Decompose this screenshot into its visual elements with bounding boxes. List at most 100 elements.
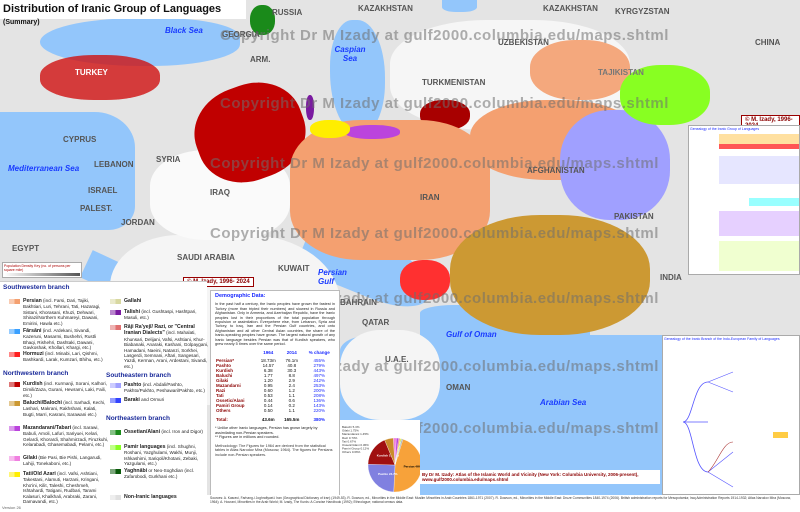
country-label: RUSSIA [272, 8, 303, 17]
legend-item: Ossetian/Alani (incl. Iron and Digor) [110, 429, 210, 435]
map-title: Distribution of Iranic Group of Language… [0, 0, 246, 26]
table-row: Persian* 18.73m 76.1m 455% [215, 358, 335, 363]
table-cell: 165.5m [284, 417, 300, 423]
title-main: Distribution of Iranic Group of Language… [3, 3, 222, 15]
cladogram-panel-bottom: Genealogy of the Iranic Branch of the In… [662, 335, 800, 495]
legend-swatch [110, 469, 121, 474]
legend-text: Ossetian/Alani (incl. Iron and Digor) [124, 429, 203, 435]
legend-swatch [9, 456, 20, 461]
legend-item: Gilaki (Bie Pasi, Bie Pishi, Langarudi, … [9, 455, 109, 467]
legend-text: Pashto (incl. Abdali/Pashto, Pakhto/Pukh… [124, 382, 210, 394]
legend-name: Talishi [124, 309, 141, 315]
legend-incl: (incl. Gushtaspi, Hashtpari, Masuli, etc… [124, 309, 197, 321]
country-label: AFGHANISTAN [527, 166, 585, 175]
legend-incl: (incl. Kurmanji, Sorani, Kalhori, Dimili… [23, 381, 107, 398]
table-cell: Total: [216, 417, 228, 423]
country-label: KAZAKHSTAN [358, 4, 413, 13]
region-kurdish-turkey [40, 55, 160, 100]
legend-text: Baluchi/Balochi (incl. Sarhadi, Kechi, L… [23, 400, 109, 417]
table-row: Ossetic/Alani 0.44 0.6 136% [215, 398, 335, 403]
legend-text: Kurdish (incl. Kurmanji, Sorani, Kalhori… [23, 381, 109, 398]
legend-incl: (incl. Mahalati, Khunsari, Delijani, Vaf… [124, 330, 209, 369]
country-label: OMAN [446, 383, 471, 392]
branch-heading: Northwestern branch [3, 370, 69, 377]
density-gradient [4, 273, 80, 276]
region-tajik [530, 40, 630, 100]
legend-name: Mazandarani/Tabari [23, 425, 72, 431]
country-label: CHINA [755, 38, 781, 47]
country-label: IRAN [420, 193, 440, 202]
demographic-heading: Demographic Data: [215, 293, 266, 299]
legend-name: Yaghnābi [124, 468, 148, 474]
sea-label-black: Black Sea [165, 26, 203, 35]
legend-item: Non-Iranic languages [110, 494, 210, 500]
pie-label: Pashto 24.7% [378, 472, 398, 476]
pie-panel: Persian 46% Pashto 24.7% Kurdish 18.31% Bal… [340, 420, 423, 495]
legend-swatch [110, 430, 121, 435]
table-cell: 143% [313, 403, 326, 409]
table-row: Razi 0.60 1.2 200% [215, 388, 335, 393]
country-label: GEORGIA [222, 30, 260, 39]
region-talishi [306, 95, 314, 120]
legend-swatch [110, 310, 121, 315]
mediterranean-sea [0, 112, 135, 230]
sea-label-med: Mediterranean Sea [8, 164, 80, 173]
table-cell: Mazandarni [216, 383, 241, 389]
table-cell: 1.1 [288, 408, 295, 414]
table-cell: 242% [313, 378, 326, 384]
legend-name: Pashto [124, 382, 142, 388]
pie-label: Ossetic/Alani 0.36% [342, 443, 369, 447]
legend-swatch [110, 325, 121, 330]
aral-sea [442, 0, 477, 12]
table-cell: 14.57 [262, 363, 274, 369]
density-key: Population Density Key (no. of persons p… [2, 262, 82, 278]
pie-label: Tati 0.67% [342, 439, 356, 443]
branch-heading: Southeastern branch [106, 372, 172, 379]
table-cell: 1.2 [288, 388, 295, 394]
country-label: U.A.E. [385, 355, 409, 364]
country-label: JORDAN [121, 218, 155, 227]
pie-label: Others 0.66% [342, 450, 361, 454]
title-sub: (Summary) [3, 19, 40, 26]
legend-incl: (incl. Sarhadi, Kechi, Lashari, Makrani,… [23, 400, 106, 417]
legend-incl: (incl. Farsi, Dari, Tajiki, Bakhtiari, L… [23, 298, 101, 326]
legend-item: Pamir languages (incl. Shughni, Roshani,… [110, 444, 210, 467]
table-cell: 380% [313, 417, 326, 423]
legend-incl: (incl. Abdali/Pashto, Pakhto/Pukhto, Pes… [124, 382, 205, 394]
legend-item: Fārsāni (incl. Ardekani, Sivandi, Kazeru… [9, 328, 109, 351]
table-cell: Pamiri Group [216, 403, 245, 409]
legend-item: Baluchi/Balochi (incl. Sarhadi, Kechi, L… [9, 400, 109, 417]
legend-name: Gallahi [124, 298, 142, 304]
legend-text: Fārsāni (incl. Ardekani, Sivandi, Kazeru… [23, 328, 109, 351]
sea-label-arabian: Arabian Sea [540, 398, 587, 407]
demographic-text: In the past half a century, the Iranic p… [215, 302, 335, 347]
sea-label-caspian: Caspian Sea [334, 45, 366, 63]
legend-item: Yaghnābi or Neo-Soghdian (incl. Zafarobo… [110, 468, 210, 480]
legend-name: Kurdish [23, 381, 43, 387]
region-baluchi [450, 215, 650, 335]
legend-swatch [9, 472, 20, 477]
country-label: SAUDI ARABIA [177, 253, 235, 262]
density-key-label: Population Density Key (no. of persons p… [4, 264, 71, 272]
country-label: KYRGYZSTAN [615, 7, 670, 16]
legend-item: Tati/Old Azari (incl. Vafsi, Ashtiani, T… [9, 471, 109, 504]
atlas-credit: By Dr M. Izady: Atlas of the Islamic Wor… [420, 470, 660, 484]
sea-label-persian: Persian Gulf [318, 268, 347, 286]
legend-swatch [9, 352, 20, 357]
country-label: TAJIKISTAN [598, 68, 644, 77]
demographic-note: * Unlike other Iranic languages, Persian… [215, 426, 318, 435]
oman-land [340, 330, 440, 420]
legend-name: Baraki [124, 397, 140, 403]
legend-incl: (Bie Pasi, Bie Pishi, Langarudi, Lahiji,… [23, 455, 102, 467]
table-cell: 208% [313, 393, 326, 399]
legend-text: Hormuzi (incl. Minabi, Lari, Qishmi, Bas… [23, 351, 109, 363]
country-label: IRAQ [210, 188, 230, 197]
legend-incl: (incl. Iron and Digor) [161, 429, 203, 434]
table-cell: 0.14 [263, 403, 273, 409]
country-label: ISRAEL [88, 186, 118, 195]
country-label: SYRIA [156, 155, 181, 164]
branch-heading: Northeastern branch [106, 415, 170, 422]
demographic-panel: Demographic Data: In the past half a cen… [210, 290, 340, 498]
watermark: Copyright Dr M Izady at gulf2000.columbi… [220, 95, 669, 112]
pie-label: Baluchi 5.3% [342, 425, 360, 429]
